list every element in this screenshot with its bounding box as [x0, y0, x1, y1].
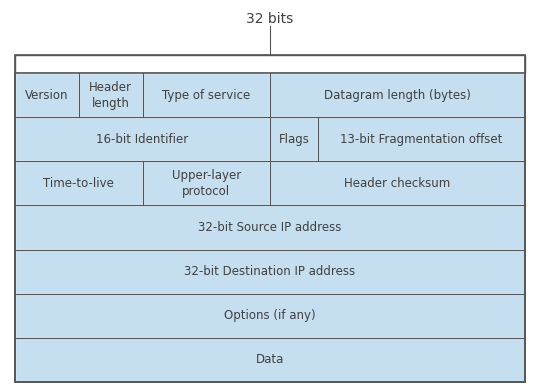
Bar: [15, 73, 79, 117]
Text: Header
length: Header length: [89, 81, 132, 110]
Text: Datagram length (bytes): Datagram length (bytes): [324, 89, 471, 102]
Bar: [142, 73, 270, 117]
Bar: [15, 205, 525, 250]
Text: Version: Version: [25, 89, 69, 102]
Text: Flags: Flags: [279, 133, 309, 146]
Text: Upper-layer
protocol: Upper-layer protocol: [171, 169, 241, 198]
Text: 32-bit Destination IP address: 32-bit Destination IP address: [184, 265, 355, 278]
Bar: [15, 117, 270, 161]
Text: Options (if any): Options (if any): [224, 309, 316, 322]
Bar: [142, 161, 270, 205]
Text: Time-to-live: Time-to-live: [43, 177, 114, 190]
Bar: [270, 117, 318, 161]
Bar: [270, 161, 525, 205]
Text: 16-bit Identifier: 16-bit Identifier: [96, 133, 189, 146]
Bar: [15, 55, 525, 382]
Bar: [270, 73, 525, 117]
Text: Header checksum: Header checksum: [345, 177, 451, 190]
Bar: [79, 73, 142, 117]
Bar: [15, 294, 525, 338]
Text: 13-bit Fragmentation offset: 13-bit Fragmentation offset: [340, 133, 503, 146]
Bar: [318, 117, 525, 161]
Bar: [15, 338, 525, 382]
Text: Type of service: Type of service: [162, 89, 250, 102]
Text: Data: Data: [256, 354, 284, 367]
Text: 32 bits: 32 bits: [246, 12, 294, 26]
Bar: [15, 55, 525, 73]
Text: 32-bit Source IP address: 32-bit Source IP address: [199, 221, 342, 234]
Bar: [15, 73, 525, 382]
Bar: [15, 250, 525, 294]
Bar: [15, 161, 142, 205]
